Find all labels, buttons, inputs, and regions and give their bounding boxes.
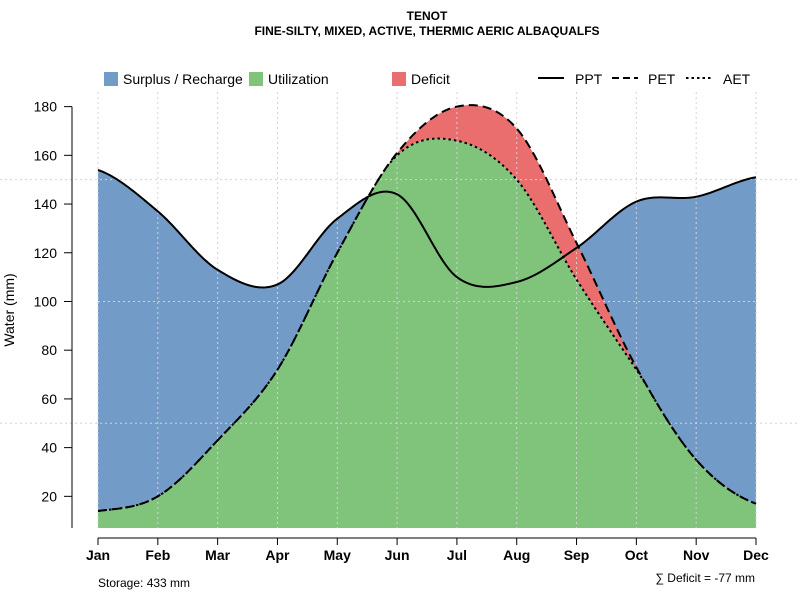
x-tick-label: Feb [145,547,170,563]
area-layer [98,105,756,529]
legend-swatch [249,72,263,86]
y-tick-label: 60 [41,391,57,407]
y-tick-label: 20 [41,488,57,504]
y-axis-title: Water (mm) [1,273,17,346]
x-tick-label: Jul [447,547,467,563]
x-tick-label: Nov [683,547,710,563]
y-tick-label: 80 [41,342,57,358]
line-pet [97,104,757,512]
surplus-area [98,138,756,511]
y-tick-label: 160 [34,147,58,163]
deficit-label: ∑ Deficit = -77 mm [655,571,755,585]
x-tick-label: Oct [625,547,649,563]
x-tick-label: Mar [205,547,230,563]
x-tick-label: Sep [564,547,590,563]
x-tick-label: Jun [385,547,410,563]
legend-label: Surplus / Recharge [123,71,243,87]
legend-swatch [104,72,118,86]
x-tick-label: Jan [86,547,110,563]
legend-label: AET [723,71,751,87]
x-tick-label: Dec [743,547,769,563]
x-tick-label: May [324,547,351,563]
y-tick-label: 100 [34,293,58,309]
line-layer [97,104,757,512]
x-tick-label: Apr [265,547,290,563]
chart-title: TENOT [407,9,448,23]
y-tick-label: 140 [34,196,58,212]
y-tick-label: 40 [41,440,57,456]
legend-label: Deficit [411,71,450,87]
grid-layer [0,92,800,528]
y-tick-label: 180 [34,99,58,115]
legend-label: PET [648,71,676,87]
axes-layer: 20 40 60 80 100 120 140 160 180 Jan Feb Mar Apr May Ju… [34,99,769,563]
line-aet [97,137,757,512]
x-tick-label: Aug [503,547,530,563]
legend-swatch [392,72,406,86]
utilization-area [98,138,756,529]
legend-label: Utilization [268,71,329,87]
line-ppt [97,169,757,289]
storage-label: Storage: 433 mm [98,576,190,590]
chart-subtitle: FINE-SILTY, MIXED, ACTIVE, THERMIC AERIC… [254,24,599,38]
y-tick-label: 120 [34,245,58,261]
legend-label: PPT [575,71,603,87]
legend: Surplus / Recharge Utilization Deficit PPT P… [104,71,751,87]
